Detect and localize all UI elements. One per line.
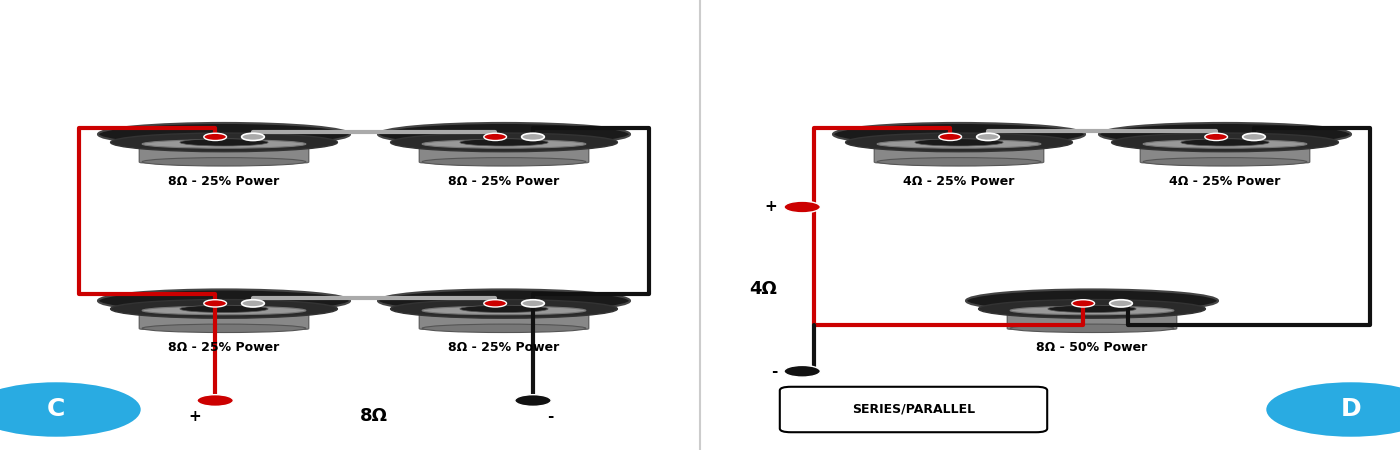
Ellipse shape (98, 123, 350, 146)
Ellipse shape (846, 133, 1072, 152)
Text: 4Ω: 4Ω (749, 280, 777, 298)
FancyBboxPatch shape (140, 306, 308, 329)
FancyBboxPatch shape (1008, 306, 1176, 329)
Text: D: D (1341, 397, 1361, 422)
Circle shape (1243, 133, 1266, 140)
Text: +: + (764, 199, 777, 215)
Ellipse shape (423, 158, 585, 166)
FancyBboxPatch shape (420, 140, 588, 163)
Ellipse shape (143, 306, 305, 315)
FancyBboxPatch shape (140, 140, 308, 163)
Circle shape (515, 395, 552, 406)
Ellipse shape (423, 140, 585, 148)
Circle shape (939, 133, 962, 140)
Circle shape (522, 133, 545, 140)
Ellipse shape (876, 158, 1042, 166)
Ellipse shape (1266, 382, 1400, 436)
Ellipse shape (876, 140, 1042, 148)
Ellipse shape (1142, 140, 1308, 148)
Circle shape (784, 365, 820, 377)
Circle shape (204, 300, 227, 307)
Text: 8Ω: 8Ω (360, 407, 388, 425)
Circle shape (204, 133, 227, 140)
Circle shape (522, 300, 545, 307)
FancyBboxPatch shape (1140, 140, 1310, 163)
Ellipse shape (979, 300, 1205, 318)
Ellipse shape (1099, 123, 1351, 146)
Ellipse shape (0, 382, 140, 436)
Ellipse shape (143, 324, 305, 333)
Circle shape (977, 133, 1000, 140)
Ellipse shape (916, 139, 1004, 146)
Circle shape (1110, 300, 1133, 307)
Ellipse shape (111, 300, 337, 318)
Ellipse shape (378, 289, 630, 312)
Circle shape (242, 133, 265, 140)
Ellipse shape (1142, 158, 1308, 166)
Ellipse shape (143, 140, 305, 148)
Text: 8Ω - 25% Power: 8Ω - 25% Power (448, 175, 560, 188)
Ellipse shape (459, 139, 549, 146)
Text: 4Ω - 25% Power: 4Ω - 25% Power (903, 175, 1015, 188)
Circle shape (1205, 133, 1228, 140)
Text: 4Ω - 25% Power: 4Ω - 25% Power (1169, 175, 1281, 188)
Ellipse shape (179, 139, 269, 146)
Circle shape (784, 201, 820, 213)
Ellipse shape (1011, 324, 1173, 333)
Text: -: - (770, 364, 777, 379)
Ellipse shape (833, 123, 1085, 146)
Ellipse shape (1182, 139, 1268, 146)
Circle shape (484, 300, 507, 307)
Text: 8Ω - 25% Power: 8Ω - 25% Power (168, 341, 280, 354)
Ellipse shape (423, 324, 585, 333)
Text: -: - (547, 409, 553, 424)
Ellipse shape (391, 133, 617, 152)
Circle shape (1072, 300, 1095, 307)
Ellipse shape (966, 289, 1218, 312)
Ellipse shape (423, 306, 585, 315)
Ellipse shape (391, 300, 617, 318)
Ellipse shape (1112, 133, 1338, 152)
FancyBboxPatch shape (420, 306, 588, 329)
Ellipse shape (1011, 306, 1173, 315)
Ellipse shape (1047, 305, 1135, 312)
Ellipse shape (179, 305, 269, 312)
Ellipse shape (459, 305, 549, 312)
Text: C: C (46, 397, 66, 422)
Text: 8Ω - 50% Power: 8Ω - 50% Power (1036, 341, 1148, 354)
Text: SERIES/PARALLEL: SERIES/PARALLEL (853, 403, 974, 416)
Ellipse shape (378, 123, 630, 146)
FancyBboxPatch shape (780, 387, 1047, 432)
FancyBboxPatch shape (874, 140, 1044, 163)
Text: +: + (189, 409, 202, 424)
Ellipse shape (143, 158, 305, 166)
Circle shape (242, 300, 265, 307)
Circle shape (484, 133, 507, 140)
Ellipse shape (111, 133, 337, 152)
Circle shape (197, 395, 234, 406)
Text: 8Ω - 25% Power: 8Ω - 25% Power (448, 341, 560, 354)
Text: 8Ω - 25% Power: 8Ω - 25% Power (168, 175, 280, 188)
Ellipse shape (98, 289, 350, 312)
